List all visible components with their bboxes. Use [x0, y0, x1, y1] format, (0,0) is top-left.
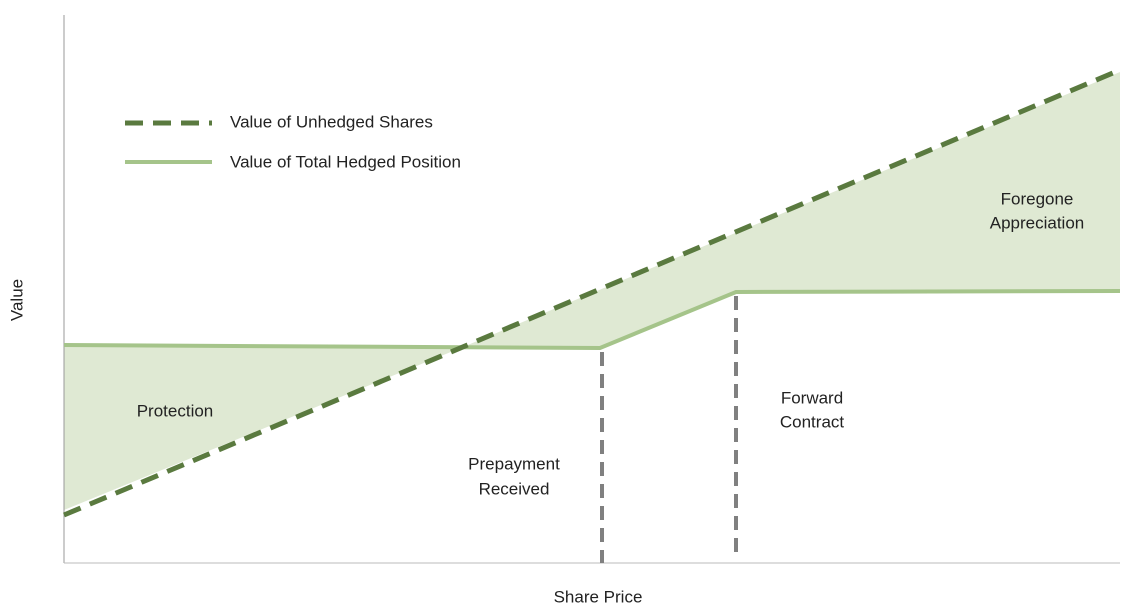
annotation: Protection	[137, 401, 214, 420]
annotation: Forward	[781, 388, 843, 407]
y-axis-label: Value	[7, 279, 26, 321]
x-axis-label: Share Price	[554, 587, 643, 606]
legend-label: Value of Unhedged Shares	[230, 112, 433, 131]
annotation: Prepayment	[468, 454, 560, 473]
annotation: Received	[479, 479, 550, 498]
annotation: Contract	[780, 412, 845, 431]
legend-label: Value of Total Hedged Position	[230, 152, 461, 171]
annotation: Foregone	[1001, 189, 1074, 208]
annotation: Appreciation	[990, 213, 1085, 232]
hedged-line	[63, 289, 1121, 351]
unhedged-line	[63, 67, 1121, 518]
